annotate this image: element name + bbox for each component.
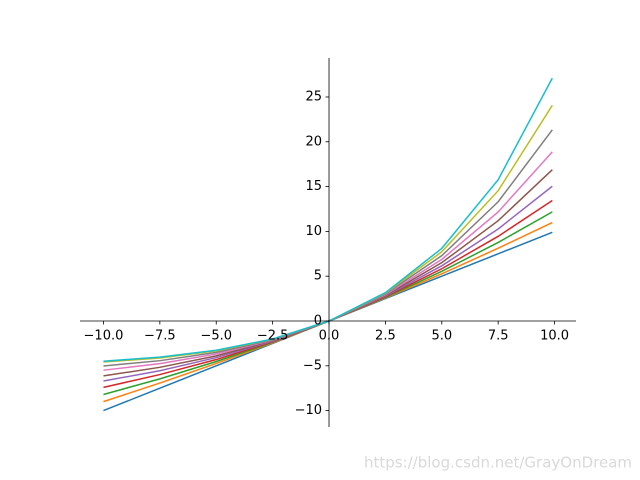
x-tick-label: 10.0 [540, 328, 569, 343]
watermark: https://blog.csdn.net/GrayOnDream [364, 454, 632, 472]
y-tick-label: 10 [305, 224, 322, 239]
x-tick-label: 7.5 [488, 328, 509, 343]
x-tick-label: 0.0 [319, 328, 340, 343]
y-tick-label: −5 [303, 358, 322, 373]
y-tick-label: 5 [314, 269, 322, 284]
y-tick-label: 25 [305, 89, 322, 104]
x-tick-label: −10.0 [84, 328, 124, 343]
x-tick-label: 5.0 [431, 328, 452, 343]
y-tick-label: −10 [295, 403, 322, 418]
y-tick-label: 0 [314, 313, 322, 328]
x-tick-label: 2.5 [375, 328, 396, 343]
series-line [103, 104, 553, 363]
series-line [103, 169, 553, 377]
y-tick-label: 15 [305, 179, 322, 194]
x-tick-label: −7.5 [144, 328, 176, 343]
series-line [103, 185, 553, 382]
series-line [103, 77, 553, 362]
x-tick-label: −5.0 [200, 328, 232, 343]
series-line [103, 211, 553, 396]
y-tick-label: 20 [305, 134, 322, 149]
x-tick-label: −2.5 [257, 328, 289, 343]
